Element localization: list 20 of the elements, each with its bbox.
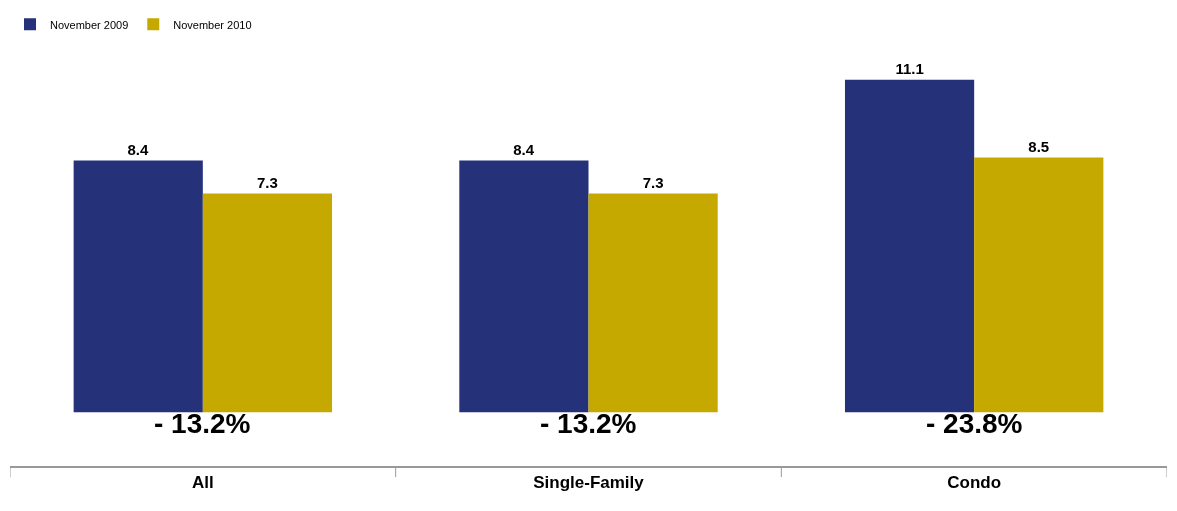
x-tick-label: All <box>191 473 214 493</box>
x-tick-label: Condo <box>947 473 1002 493</box>
data-label: 7.3 <box>257 173 278 191</box>
annotation: - 13.2% <box>540 408 637 439</box>
bar <box>202 193 333 413</box>
x-tick-label: Single-Family <box>533 473 645 493</box>
bar <box>73 160 203 413</box>
legend-label: November 2009 <box>50 18 129 31</box>
data-label: 7.3 <box>642 173 664 191</box>
data-label: 8.4 <box>127 140 149 158</box>
legend-label: November 2010 <box>173 18 252 31</box>
data-label: 8.4 <box>513 140 535 158</box>
bar <box>844 79 975 413</box>
annotation: - 13.2% <box>154 408 251 439</box>
bar <box>974 157 1104 413</box>
bar <box>588 193 718 413</box>
data-label: 11.1 <box>895 59 924 77</box>
data-label: 8.5 <box>1028 137 1050 155</box>
bar <box>459 160 589 413</box>
annotation: - 23.8% <box>926 408 1023 439</box>
